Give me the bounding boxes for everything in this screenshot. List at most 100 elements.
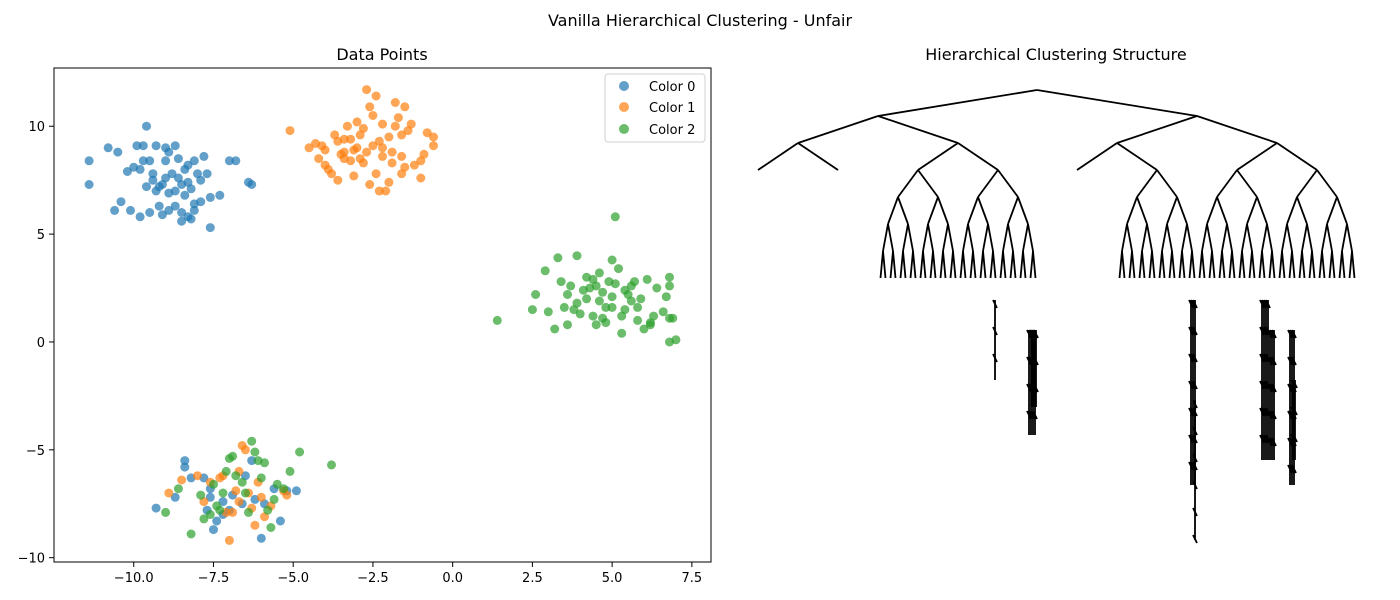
scatter-point-color-2: [215, 505, 225, 515]
tree-edge: [1316, 169, 1338, 198]
scatter-point-color-2: [550, 324, 560, 334]
tree-edge: [1241, 223, 1248, 252]
tree-edge: [1192, 380, 1198, 390]
legend: Color 0 Color 1 Color 2: [604, 73, 706, 143]
x-tick-label: 0.0: [442, 571, 463, 586]
x-tick-label: −5.0: [277, 571, 309, 586]
scatter-point-color-2: [563, 290, 572, 299]
tree-edge: [1192, 534, 1198, 544]
scatter-point-color-2: [256, 473, 266, 483]
tree-edge: [902, 250, 907, 279]
scatter-point-color-1: [387, 147, 397, 157]
tree-edge: [1036, 89, 1198, 117]
x-axis-ticks: −10.0 −7.5 −5.0 −2.5 0.0 2.5 5.0 7.5: [114, 562, 702, 586]
tree-edge: [1121, 223, 1128, 252]
x-tick-label: −10.0: [114, 571, 154, 586]
scatter-point-color-0: [145, 208, 155, 217]
tree-edge: [887, 223, 894, 252]
scatter-point-color-1: [416, 173, 426, 183]
tree-edge: [1261, 250, 1266, 279]
scatter-point-color-2: [244, 507, 253, 517]
tree-edge: [1136, 169, 1158, 198]
tree-edge: [1266, 223, 1273, 252]
tree-edge: [1291, 356, 1297, 366]
tree-edge: [907, 223, 914, 252]
scatter-point-color-1: [378, 151, 387, 161]
tree-edge: [1136, 196, 1148, 225]
tree-edge: [1192, 453, 1198, 463]
tree-edge: [1291, 464, 1297, 474]
scatter-point-color-1: [422, 128, 432, 138]
tree-edge: [1292, 433, 1298, 443]
y-tick-label: 5: [37, 228, 45, 243]
tree-edge: [1033, 356, 1039, 366]
scatter-point-color-1: [320, 145, 330, 155]
tree-edge: [1192, 480, 1198, 490]
tree-edge: [1256, 196, 1268, 225]
tree-edge: [1292, 379, 1298, 389]
scatter-point-color-2: [575, 309, 585, 319]
scatter-point-color-2: [556, 277, 566, 287]
tree-edge: [1027, 223, 1034, 252]
scatter-point-color-2: [636, 294, 646, 304]
scatter-point-color-1: [285, 126, 295, 136]
scatter-point-color-0: [151, 186, 161, 196]
scatter-point-color-2: [652, 283, 662, 293]
tree-edge: [992, 299, 998, 309]
tree-structure: [757, 89, 1356, 544]
tree-edge: [1022, 250, 1027, 279]
tree-edge: [1341, 223, 1348, 252]
scatter-point-color-0: [145, 156, 155, 166]
scatter-point-color-0: [84, 156, 94, 166]
tree-edge: [892, 250, 897, 279]
scatter-point-color-2: [639, 324, 649, 334]
legend-label-color-0: Color 0: [649, 80, 695, 95]
scatter-point-color-1: [358, 123, 368, 133]
scatter-points: [84, 85, 681, 545]
scatter-point-color-2: [582, 294, 592, 304]
scatter-point-color-2: [279, 484, 289, 494]
scatter-point-color-0: [157, 210, 167, 220]
tree-edge: [1181, 250, 1186, 279]
tree-edge: [1241, 250, 1246, 279]
tree-edge: [927, 223, 934, 252]
scatter-point-color-0: [199, 151, 209, 161]
scatter-point-color-1: [397, 130, 407, 140]
scatter-point-color-2: [607, 302, 617, 312]
scatter-point-color-1: [406, 119, 416, 129]
tree-edge: [992, 326, 998, 336]
x-tick-label: −7.5: [198, 571, 230, 586]
tree-edge: [1246, 223, 1253, 252]
tree-edge: [1176, 196, 1188, 225]
tree-edge: [1321, 223, 1328, 252]
tree-edge: [1007, 223, 1014, 252]
scatter-point-color-1: [365, 102, 375, 112]
legend-frame: [604, 73, 706, 143]
scatter-point-color-2: [645, 318, 655, 328]
scatter-point-color-0: [135, 212, 145, 222]
scatter-point-color-0: [189, 205, 199, 215]
legend-label-color-2: Color 2: [649, 123, 695, 138]
scatter-point-color-2: [327, 460, 336, 470]
tree-edge: [882, 250, 887, 279]
scatter-point-color-1: [390, 98, 400, 107]
scatter-point-color-0: [218, 497, 228, 507]
scatter-point-color-2: [553, 253, 563, 263]
scatter-point-color-1: [362, 147, 372, 157]
scatter-point-color-1: [339, 147, 349, 157]
scatter-point-color-1: [231, 486, 241, 496]
tree-edge: [1161, 223, 1168, 252]
tree-edge: [1271, 250, 1276, 279]
scatter-point-color-0: [209, 525, 218, 535]
tree-edge: [1321, 250, 1326, 279]
scatter-point-color-1: [378, 119, 387, 129]
scatter-point-color-0: [154, 201, 164, 211]
tree-edge: [942, 223, 949, 252]
tree-edge: [1186, 223, 1193, 252]
tree-edge: [1276, 142, 1318, 171]
tree-edge: [1033, 383, 1039, 393]
scatter-point-color-0: [164, 147, 174, 157]
scatter-point-color-1: [228, 507, 238, 517]
scatter-point-color-2: [610, 279, 620, 289]
scatter-point-color-1: [400, 162, 410, 172]
